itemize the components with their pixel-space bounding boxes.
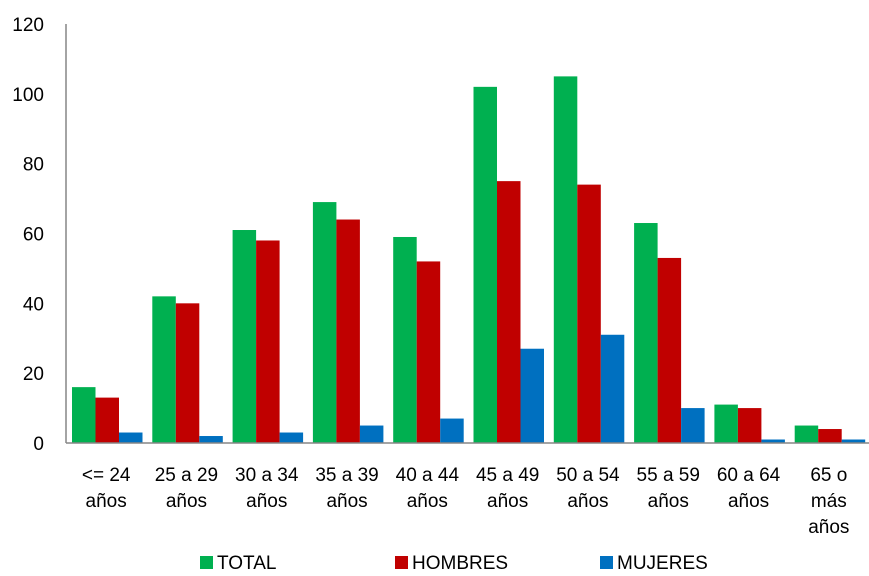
bar-total-3	[312, 202, 337, 443]
legend-item-hombres: HOMBRES	[395, 553, 508, 574]
legend-item-mujeres: MUJERES	[600, 553, 708, 574]
x-tick-label-line: años	[728, 491, 769, 512]
bar-total-4	[393, 236, 417, 443]
bar-hombres-2	[256, 240, 280, 443]
bar-hombres-5	[497, 181, 521, 444]
y-tick-label: 40	[23, 294, 44, 315]
x-tick-label: 50 a 54 años	[556, 465, 620, 512]
y-tick-label: 0	[33, 434, 44, 455]
x-tick-label-line: 60 a 64	[717, 465, 781, 486]
y-tick-label: 20	[23, 364, 44, 385]
x-tick-label: 35 a 39 años	[315, 465, 378, 512]
x-tick-label-line: años	[487, 491, 528, 512]
bar-hombres-0	[95, 397, 119, 443]
bar-total-0	[72, 387, 96, 443]
bar-total-5	[473, 86, 497, 443]
bar-mujeres-2	[279, 432, 304, 443]
x-tick-label: 65 o más años	[808, 465, 849, 538]
x-tick-label: <= 24 años	[82, 465, 131, 512]
x-tick-label-line: años	[407, 491, 448, 512]
bar-hombres-8	[737, 408, 762, 443]
bar-total-6	[553, 76, 578, 444]
legend-swatch	[200, 556, 213, 569]
legend: TOTAL HOMBRES MUJERES	[200, 553, 708, 574]
x-tick-label-line: años	[86, 491, 127, 512]
x-tick-label-line: 30 a 34	[235, 465, 299, 486]
x-tick-label: 30 a 34 años	[235, 465, 299, 512]
bar-mujeres-3	[359, 425, 384, 443]
bar-total-8	[714, 404, 738, 443]
x-tick-label-line: 50 a 54	[556, 465, 620, 486]
x-tick-label: 40 a 44 años	[396, 465, 460, 512]
bar-mujeres-4	[440, 418, 464, 443]
bar-total-1	[152, 296, 176, 443]
x-tick-label-line: 35 a 39	[315, 465, 378, 486]
legend-label: TOTAL	[217, 553, 276, 574]
x-tick-label-line: 45 a 49	[476, 465, 539, 486]
x-axis-labels: <= 24 años 25 a 29 años 30 a 34 años 35 a 39 añ…	[82, 465, 850, 538]
bar-total-2	[232, 230, 257, 443]
legend-label: MUJERES	[617, 553, 708, 574]
x-tick-label-line: <= 24	[82, 465, 131, 486]
bar-total-7	[634, 223, 658, 443]
bar-hombres-9	[818, 429, 842, 443]
legend-item-total: TOTAL	[200, 553, 276, 574]
bar-mujeres-9	[841, 439, 866, 443]
x-tick-label: 55 a 59 años	[637, 465, 700, 512]
x-tick-label-line: años	[648, 491, 689, 512]
x-tick-label: 25 a 29 años	[155, 465, 218, 512]
x-tick-label-line: años	[326, 491, 367, 512]
bar-total-9	[794, 425, 819, 443]
y-tick-label: 120	[12, 15, 44, 36]
bar-hombres-4	[416, 261, 441, 443]
x-tick-label-line: años	[808, 517, 849, 538]
bars	[72, 76, 866, 444]
x-tick-label-line: 40 a 44	[396, 465, 460, 486]
x-tick-label: 45 a 49 años	[476, 465, 539, 512]
bar-hombres-1	[175, 303, 200, 443]
bar-hombres-3	[336, 219, 360, 443]
bar-mujeres-7	[681, 408, 705, 443]
y-tick-label: 60	[23, 225, 44, 246]
x-tick-label: 60 a 64 años	[717, 465, 781, 512]
x-tick-label-line: años	[166, 491, 207, 512]
bar-hombres-7	[657, 257, 682, 443]
x-tick-label-line: 65 o	[810, 465, 847, 486]
bar-mujeres-5	[520, 348, 544, 443]
x-tick-label-line: 25 a 29	[155, 465, 218, 486]
x-tick-label-line: años	[246, 491, 287, 512]
bar-mujeres-0	[119, 432, 143, 443]
bar-hombres-6	[577, 184, 601, 443]
bar-mujeres-6	[600, 334, 625, 443]
x-tick-label-line: 55 a 59	[637, 465, 700, 486]
legend-swatch	[600, 556, 613, 569]
legend-label: HOMBRES	[412, 553, 508, 574]
legend-swatch	[395, 556, 408, 569]
bar-mujeres-1	[199, 436, 223, 443]
bar-mujeres-8	[761, 439, 785, 443]
y-axis-ticks: 0 20 40 60 80 100 120	[12, 15, 44, 455]
y-tick-label: 100	[12, 85, 44, 106]
x-tick-label-line: años	[567, 491, 608, 512]
x-tick-label-line: más	[811, 491, 847, 512]
y-tick-label: 80	[23, 155, 44, 176]
